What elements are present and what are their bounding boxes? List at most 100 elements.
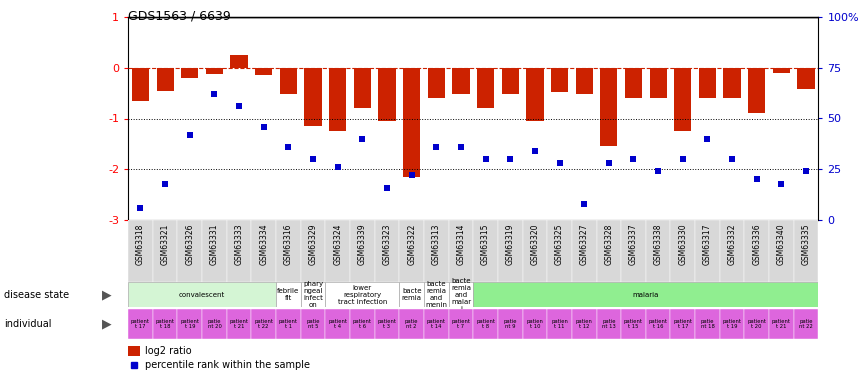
Bar	[128, 309, 152, 339]
Bar	[301, 309, 326, 339]
Text: patient
t 22: patient t 22	[255, 319, 274, 329]
Bar	[597, 309, 621, 339]
Bar	[572, 220, 597, 282]
Text: GSM63324: GSM63324	[333, 223, 342, 265]
Bar	[576, 68, 593, 94]
Text: percentile rank within the sample: percentile rank within the sample	[145, 360, 310, 370]
Bar	[202, 220, 227, 282]
Bar	[378, 68, 396, 121]
Bar	[403, 68, 420, 177]
Bar	[621, 309, 646, 339]
Text: patient
t 19: patient t 19	[180, 319, 199, 329]
Text: patie
nt 5: patie nt 5	[307, 319, 320, 329]
Bar	[326, 282, 399, 307]
Text: febrile
fit: febrile fit	[277, 288, 300, 301]
Bar	[399, 282, 424, 307]
Text: bacte
remia
and
menin: bacte remia and menin	[425, 281, 448, 308]
Bar	[769, 309, 794, 339]
Bar	[305, 68, 321, 126]
Bar	[501, 68, 519, 94]
Bar	[227, 220, 251, 282]
Text: GDS1563 / 6639: GDS1563 / 6639	[128, 9, 231, 22]
Text: GSM63330: GSM63330	[678, 223, 688, 265]
Bar	[473, 309, 498, 339]
Text: GSM63321: GSM63321	[161, 223, 170, 265]
Bar	[699, 68, 716, 98]
Text: GSM63329: GSM63329	[308, 223, 318, 265]
Bar	[745, 220, 769, 282]
Text: lower
respiratory
tract infection: lower respiratory tract infection	[338, 285, 387, 304]
Bar	[227, 309, 251, 339]
Bar	[326, 220, 350, 282]
Bar	[251, 309, 276, 339]
Text: GSM63316: GSM63316	[284, 223, 293, 265]
Bar	[695, 220, 720, 282]
Text: GSM63317: GSM63317	[703, 223, 712, 265]
Bar	[181, 68, 198, 78]
Text: patient
t 21: patient t 21	[229, 319, 249, 329]
Text: GSM63331: GSM63331	[210, 223, 219, 265]
Text: GSM63315: GSM63315	[481, 223, 490, 265]
Text: patient
t 14: patient t 14	[427, 319, 446, 329]
Text: patient
t 15: patient t 15	[624, 319, 643, 329]
Text: GSM63338: GSM63338	[654, 223, 662, 265]
Text: malaria: malaria	[633, 292, 659, 298]
Text: patient
t 17: patient t 17	[131, 319, 150, 329]
Bar	[353, 68, 371, 108]
Bar	[625, 68, 642, 98]
Bar	[670, 220, 695, 282]
Text: GSM63340: GSM63340	[777, 223, 785, 265]
Bar	[424, 282, 449, 307]
Text: GSM63336: GSM63336	[753, 223, 761, 265]
Bar	[128, 282, 276, 307]
Bar	[399, 220, 424, 282]
Bar	[674, 68, 691, 131]
Text: patient
t 3: patient t 3	[378, 319, 397, 329]
Bar	[449, 309, 473, 339]
Bar	[276, 220, 301, 282]
Bar	[128, 220, 152, 282]
Text: GSM63313: GSM63313	[432, 223, 441, 265]
Bar	[794, 220, 818, 282]
Text: patie
nt 13: patie nt 13	[602, 319, 616, 329]
Text: patient
t 20: patient t 20	[747, 319, 766, 329]
Text: individual: individual	[4, 319, 52, 329]
Text: GSM63328: GSM63328	[604, 223, 613, 265]
Bar	[772, 68, 790, 73]
Text: disease state: disease state	[4, 290, 69, 300]
Bar	[650, 68, 667, 98]
Bar	[473, 220, 498, 282]
Text: GSM63322: GSM63322	[407, 223, 417, 265]
Bar	[329, 68, 346, 131]
Bar	[152, 309, 178, 339]
Text: GSM63337: GSM63337	[629, 223, 638, 265]
Text: GSM63319: GSM63319	[506, 223, 514, 265]
Bar	[723, 68, 740, 98]
Bar	[551, 68, 568, 92]
Text: GSM63326: GSM63326	[185, 223, 194, 265]
Bar	[157, 68, 174, 90]
Bar	[206, 68, 223, 74]
Bar	[646, 220, 670, 282]
Bar	[452, 68, 469, 94]
Bar	[670, 309, 695, 339]
Bar	[498, 220, 522, 282]
Text: GSM63339: GSM63339	[358, 223, 367, 265]
Text: patient
t 7: patient t 7	[451, 319, 470, 329]
Bar	[798, 68, 815, 89]
Text: GSM63314: GSM63314	[456, 223, 465, 265]
Bar	[132, 68, 149, 101]
Bar	[276, 282, 301, 307]
Bar	[350, 220, 375, 282]
Bar	[621, 220, 646, 282]
Text: patien
t 12: patien t 12	[576, 319, 592, 329]
Bar	[301, 220, 326, 282]
Bar	[152, 220, 178, 282]
Text: patient
t 16: patient t 16	[649, 319, 668, 329]
Bar	[276, 309, 301, 339]
Bar	[720, 220, 745, 282]
Text: patient
t 1: patient t 1	[279, 319, 298, 329]
Text: patie
nt 2: patie nt 2	[405, 319, 418, 329]
Bar	[326, 309, 350, 339]
Bar	[522, 309, 547, 339]
